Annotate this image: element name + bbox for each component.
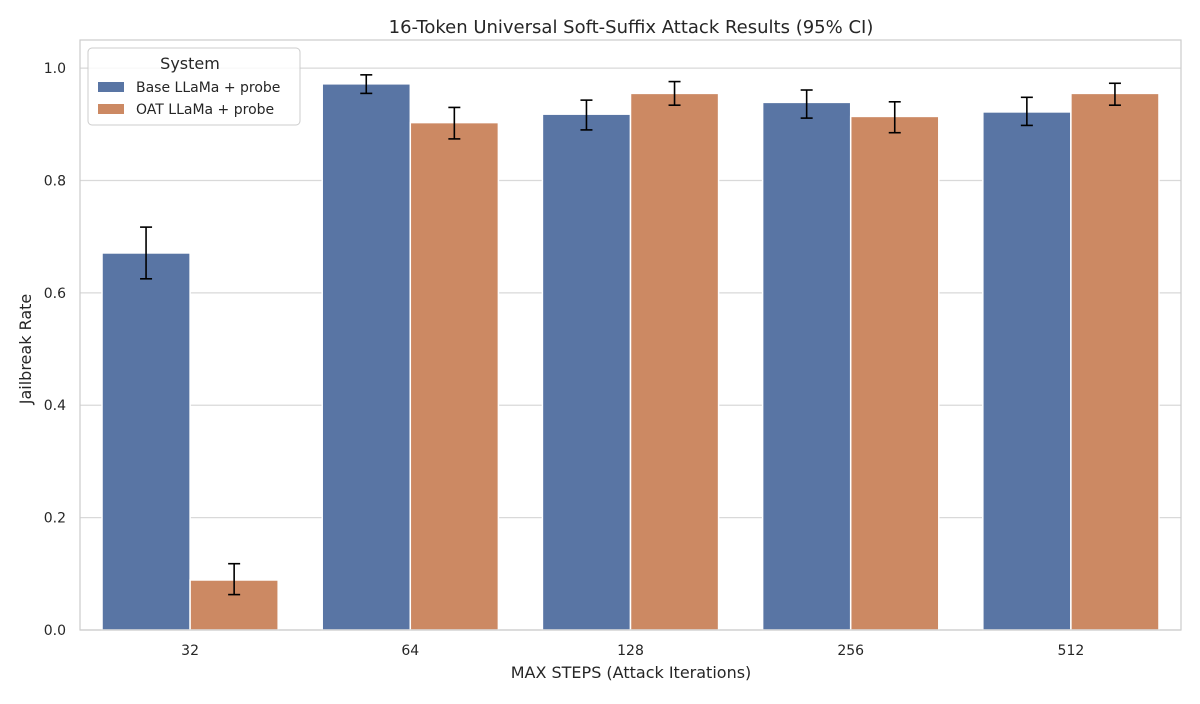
- bar-base-64: [321, 83, 412, 631]
- bar-oat-512: [1070, 92, 1160, 631]
- error-bars-layer: [140, 74, 1121, 596]
- error-bar-oat-512: [1108, 82, 1121, 106]
- bar-base-32: [101, 252, 191, 631]
- legend-label-oat: OAT LLaMa + probe: [136, 102, 274, 118]
- y-axis-label: Jailbreak Rate: [16, 294, 35, 405]
- legend: System Base LLaMa + probe OAT LLaMa + pr…: [87, 47, 301, 126]
- y-tick-label: 0.6: [44, 286, 66, 302]
- bar-base-256: [761, 101, 852, 631]
- legend-title: System: [160, 54, 220, 73]
- y-tick-label: 0.8: [44, 173, 66, 189]
- chart-title: 16-Token Universal Soft-Suffix Attack Re…: [389, 17, 874, 38]
- bar-base-128: [541, 113, 632, 631]
- y-tick-label: 0.0: [44, 623, 66, 639]
- error-bar-oat-32: [228, 562, 241, 596]
- bars-layer: [101, 83, 1160, 631]
- legend-box: [87, 47, 301, 126]
- axes-layer: 0.0 0.2 0.4 0.6 0.8 1.0 32 64 128 256 512: [44, 39, 1182, 659]
- y-tick-label: 1.0: [44, 61, 66, 77]
- legend-swatch-base: [98, 82, 124, 92]
- error-bar-oat-256: [888, 101, 901, 134]
- error-bar-base-256: [800, 89, 813, 119]
- x-tick-label: 512: [1058, 643, 1085, 659]
- error-bar-base-128: [580, 99, 593, 131]
- error-bar-base-512: [1020, 96, 1033, 127]
- y-tick-label: 0.4: [44, 398, 66, 414]
- x-tick-label: 64: [401, 643, 419, 659]
- x-axis-label: MAX STEPS (Attack Iterations): [511, 663, 752, 682]
- bar-oat-128: [629, 92, 720, 631]
- error-bar-base-64: [360, 74, 373, 95]
- legend-label-base: Base LLaMa + probe: [136, 80, 280, 96]
- bar-base-512: [982, 111, 1072, 631]
- y-tick-label: 0.2: [44, 511, 66, 527]
- x-tick-label: 32: [181, 643, 199, 659]
- error-bar-oat-64: [448, 106, 461, 140]
- x-tick-label: 128: [617, 643, 644, 659]
- bar-oat-256: [849, 115, 940, 631]
- x-tick-label: 256: [837, 643, 864, 659]
- bar-oat-64: [409, 121, 500, 631]
- error-bar-base-32: [140, 226, 153, 280]
- error-bar-oat-128: [668, 80, 681, 106]
- legend-swatch-oat: [98, 104, 124, 114]
- plot-frame: [79, 39, 1182, 631]
